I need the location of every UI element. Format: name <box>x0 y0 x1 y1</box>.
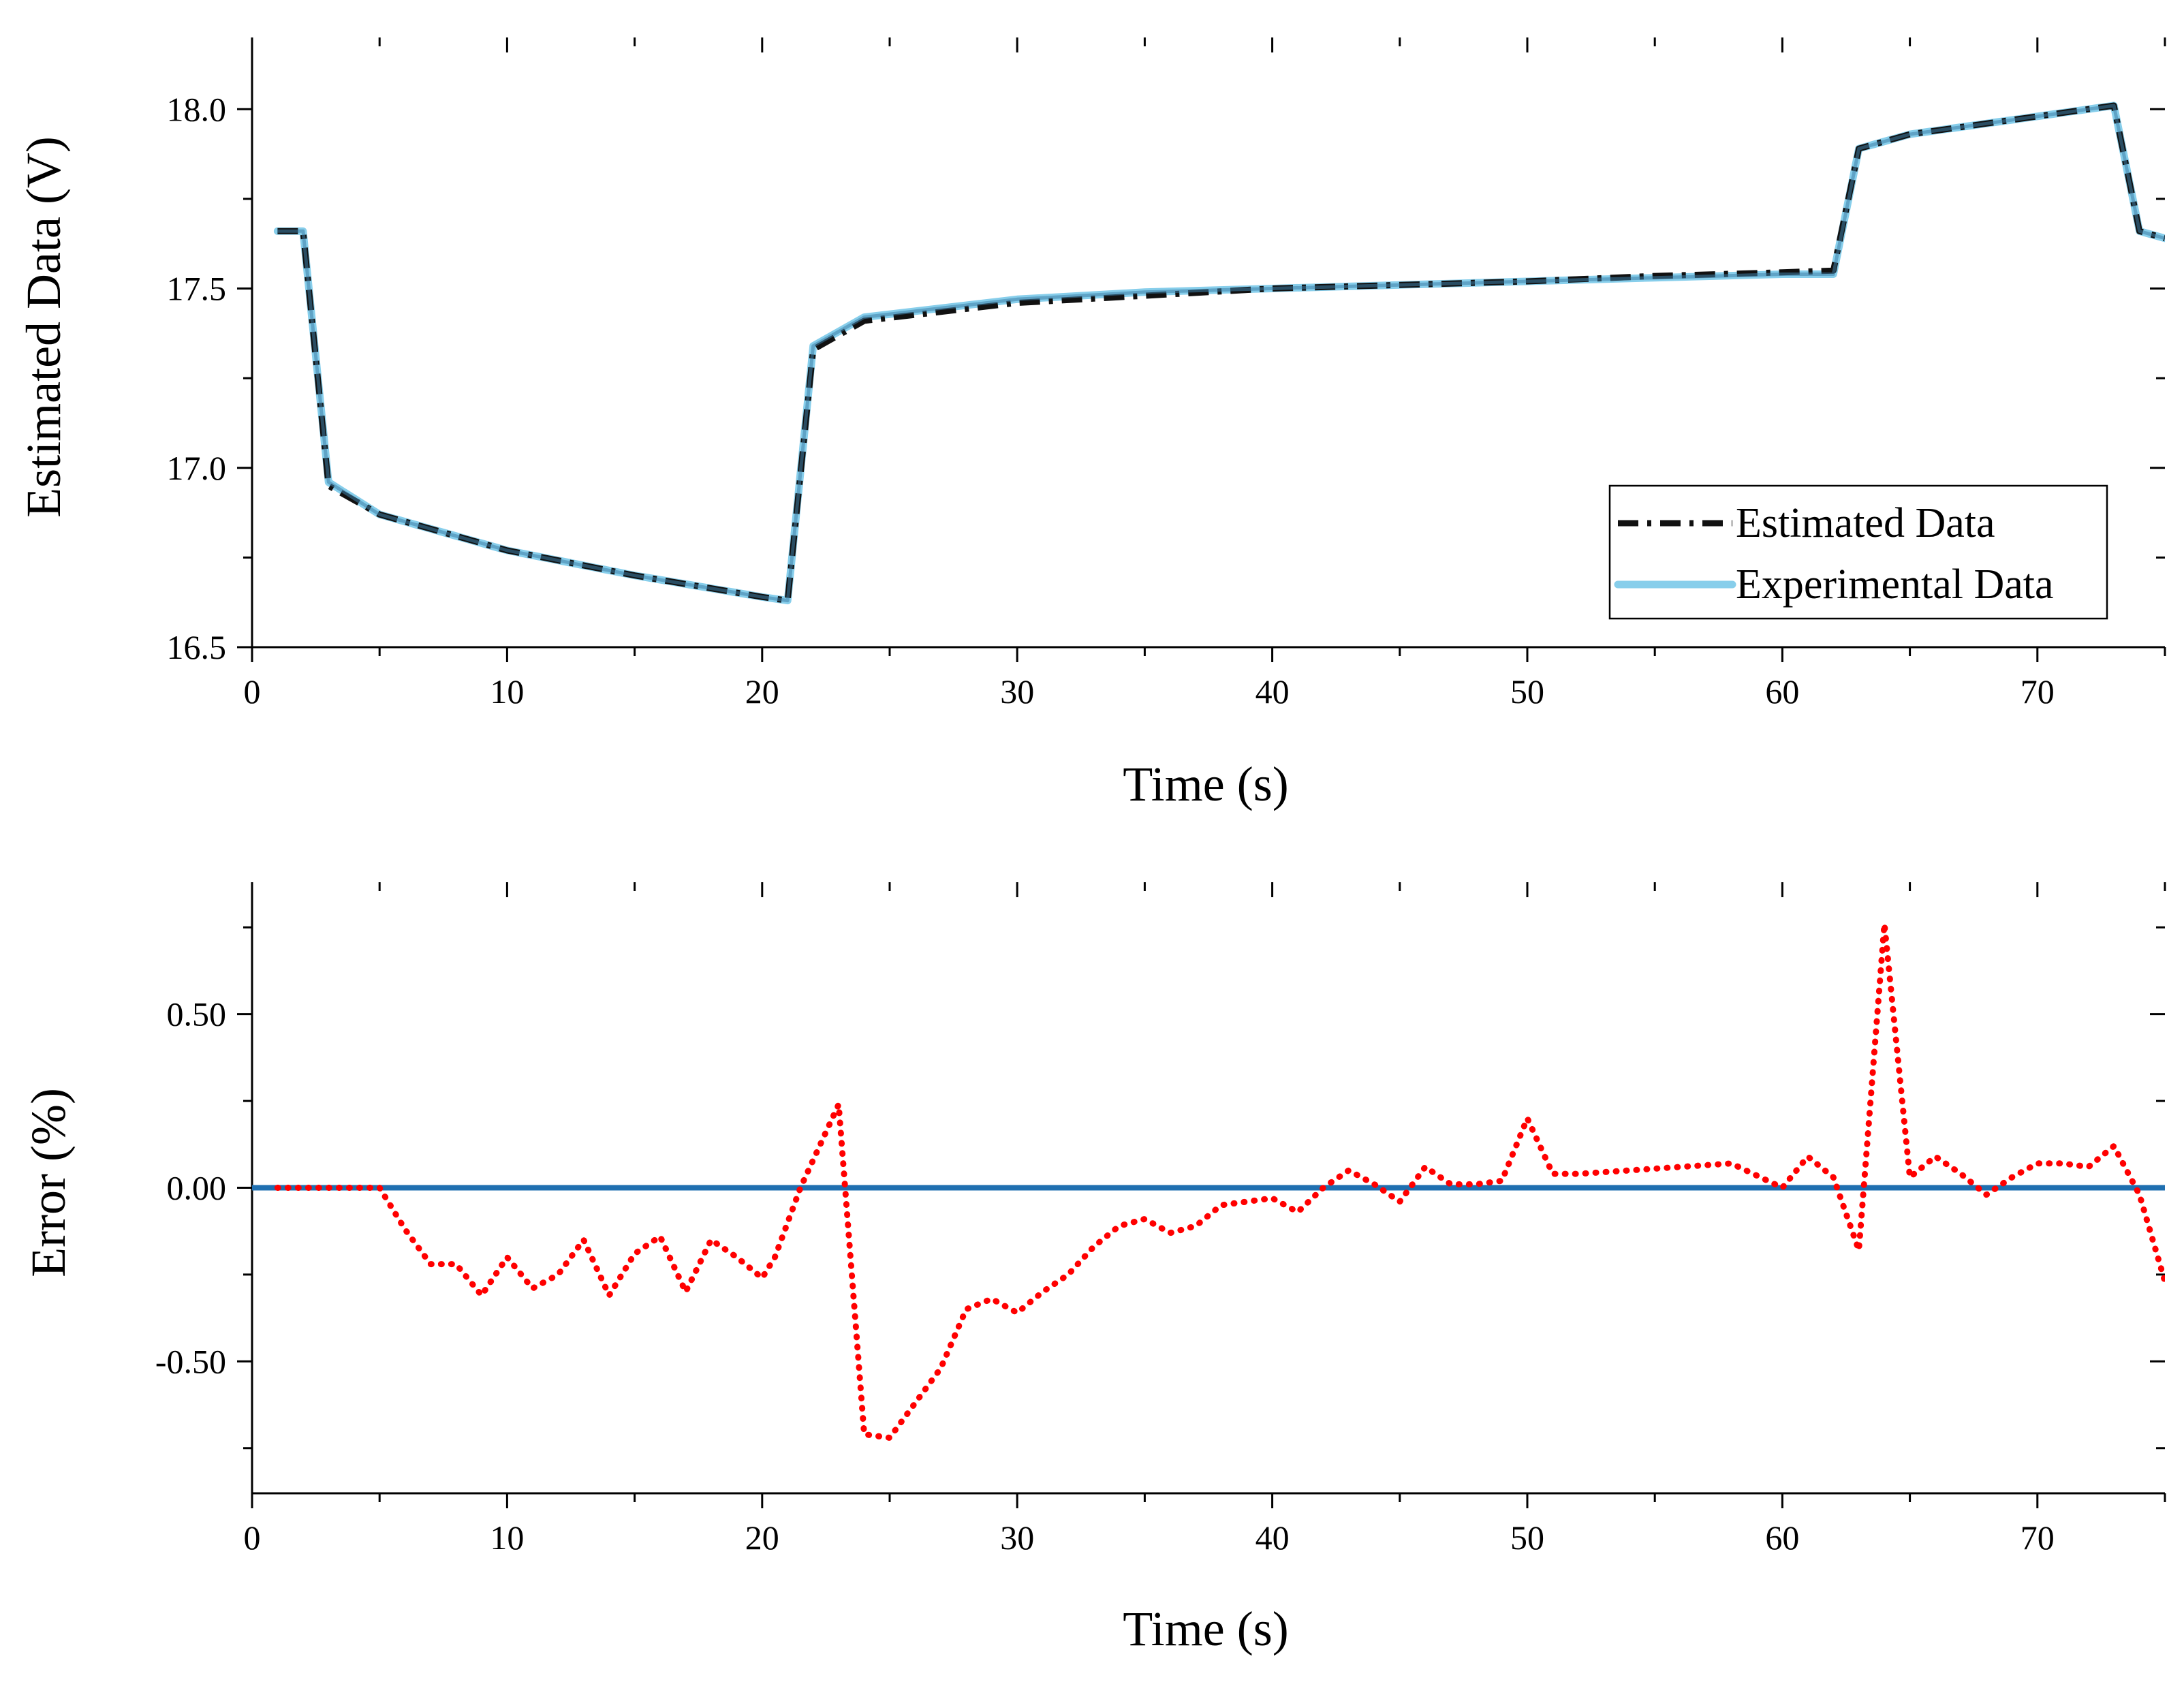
chart1-xlabel: Time (s) <box>1123 1602 1288 1656</box>
voltage-chart: Time (s) Estimated Data (V) 0 10 20 30 40 50 6… <box>16 37 2166 811</box>
chart0-y-tick-label: 16.5 <box>167 628 227 666</box>
chart1-x-tick-label: 20 <box>745 1519 779 1557</box>
chart0-x-tick-label: 60 <box>1765 672 1799 711</box>
chart0-x-tick-label: 10 <box>490 672 524 711</box>
chart0-y-tick-label: 17.5 <box>167 270 227 308</box>
chart1-x-tick-label: 30 <box>1000 1519 1034 1557</box>
chart0-legend: Estimated Data Experimental Data <box>1608 484 2108 620</box>
chart1-x-tick-label: 10 <box>490 1519 524 1557</box>
chart0-y-tick-label: 17.0 <box>167 449 227 487</box>
chart0-ylabel: Estimated Data (V) <box>16 136 71 518</box>
chart1-y-tick-label: 0.00 <box>167 1169 227 1207</box>
chart0-series-estimated-data <box>277 102 2165 604</box>
chart0-x-tick-label: 30 <box>1000 672 1034 711</box>
chart0-series-overlap <box>277 104 2165 603</box>
chart1-ylabel: Error (%) <box>21 1088 76 1277</box>
chart1-y-tick-label: 0.50 <box>167 995 227 1033</box>
chart1-x-tick-label: 60 <box>1765 1519 1799 1557</box>
chart0-y-tick-label: 18.0 <box>167 90 227 128</box>
chart0-x-tick-label: 20 <box>745 672 779 711</box>
legend-label-estimated-data: Estimated Data <box>1736 500 1995 546</box>
legend-label-experimental-data: Experimental Data <box>1736 561 2054 608</box>
chart1-x-tick-label: 70 <box>2021 1519 2055 1557</box>
chart1-series-error <box>274 920 2165 1441</box>
chart1-x-tick-label: 0 <box>244 1519 261 1557</box>
chart0-x-tick-label: 0 <box>244 672 261 711</box>
chart0-x-tick-label: 70 <box>2021 672 2055 711</box>
error-chart: Time (s) Error (%) 0 10 20 30 40 50 60 70 -0.50 0… <box>21 882 2166 1656</box>
legend-box <box>1608 484 2108 620</box>
chart1-x-tick-label: 40 <box>1255 1519 1290 1557</box>
chart1-x-tick-label: 50 <box>1510 1519 1544 1557</box>
chart0-x-tick-label: 50 <box>1510 672 1544 711</box>
chart0-x-tick-label: 40 <box>1255 672 1290 711</box>
chart1-y-tick-label: -0.50 <box>155 1342 226 1380</box>
chart0-xlabel: Time (s) <box>1123 757 1288 811</box>
